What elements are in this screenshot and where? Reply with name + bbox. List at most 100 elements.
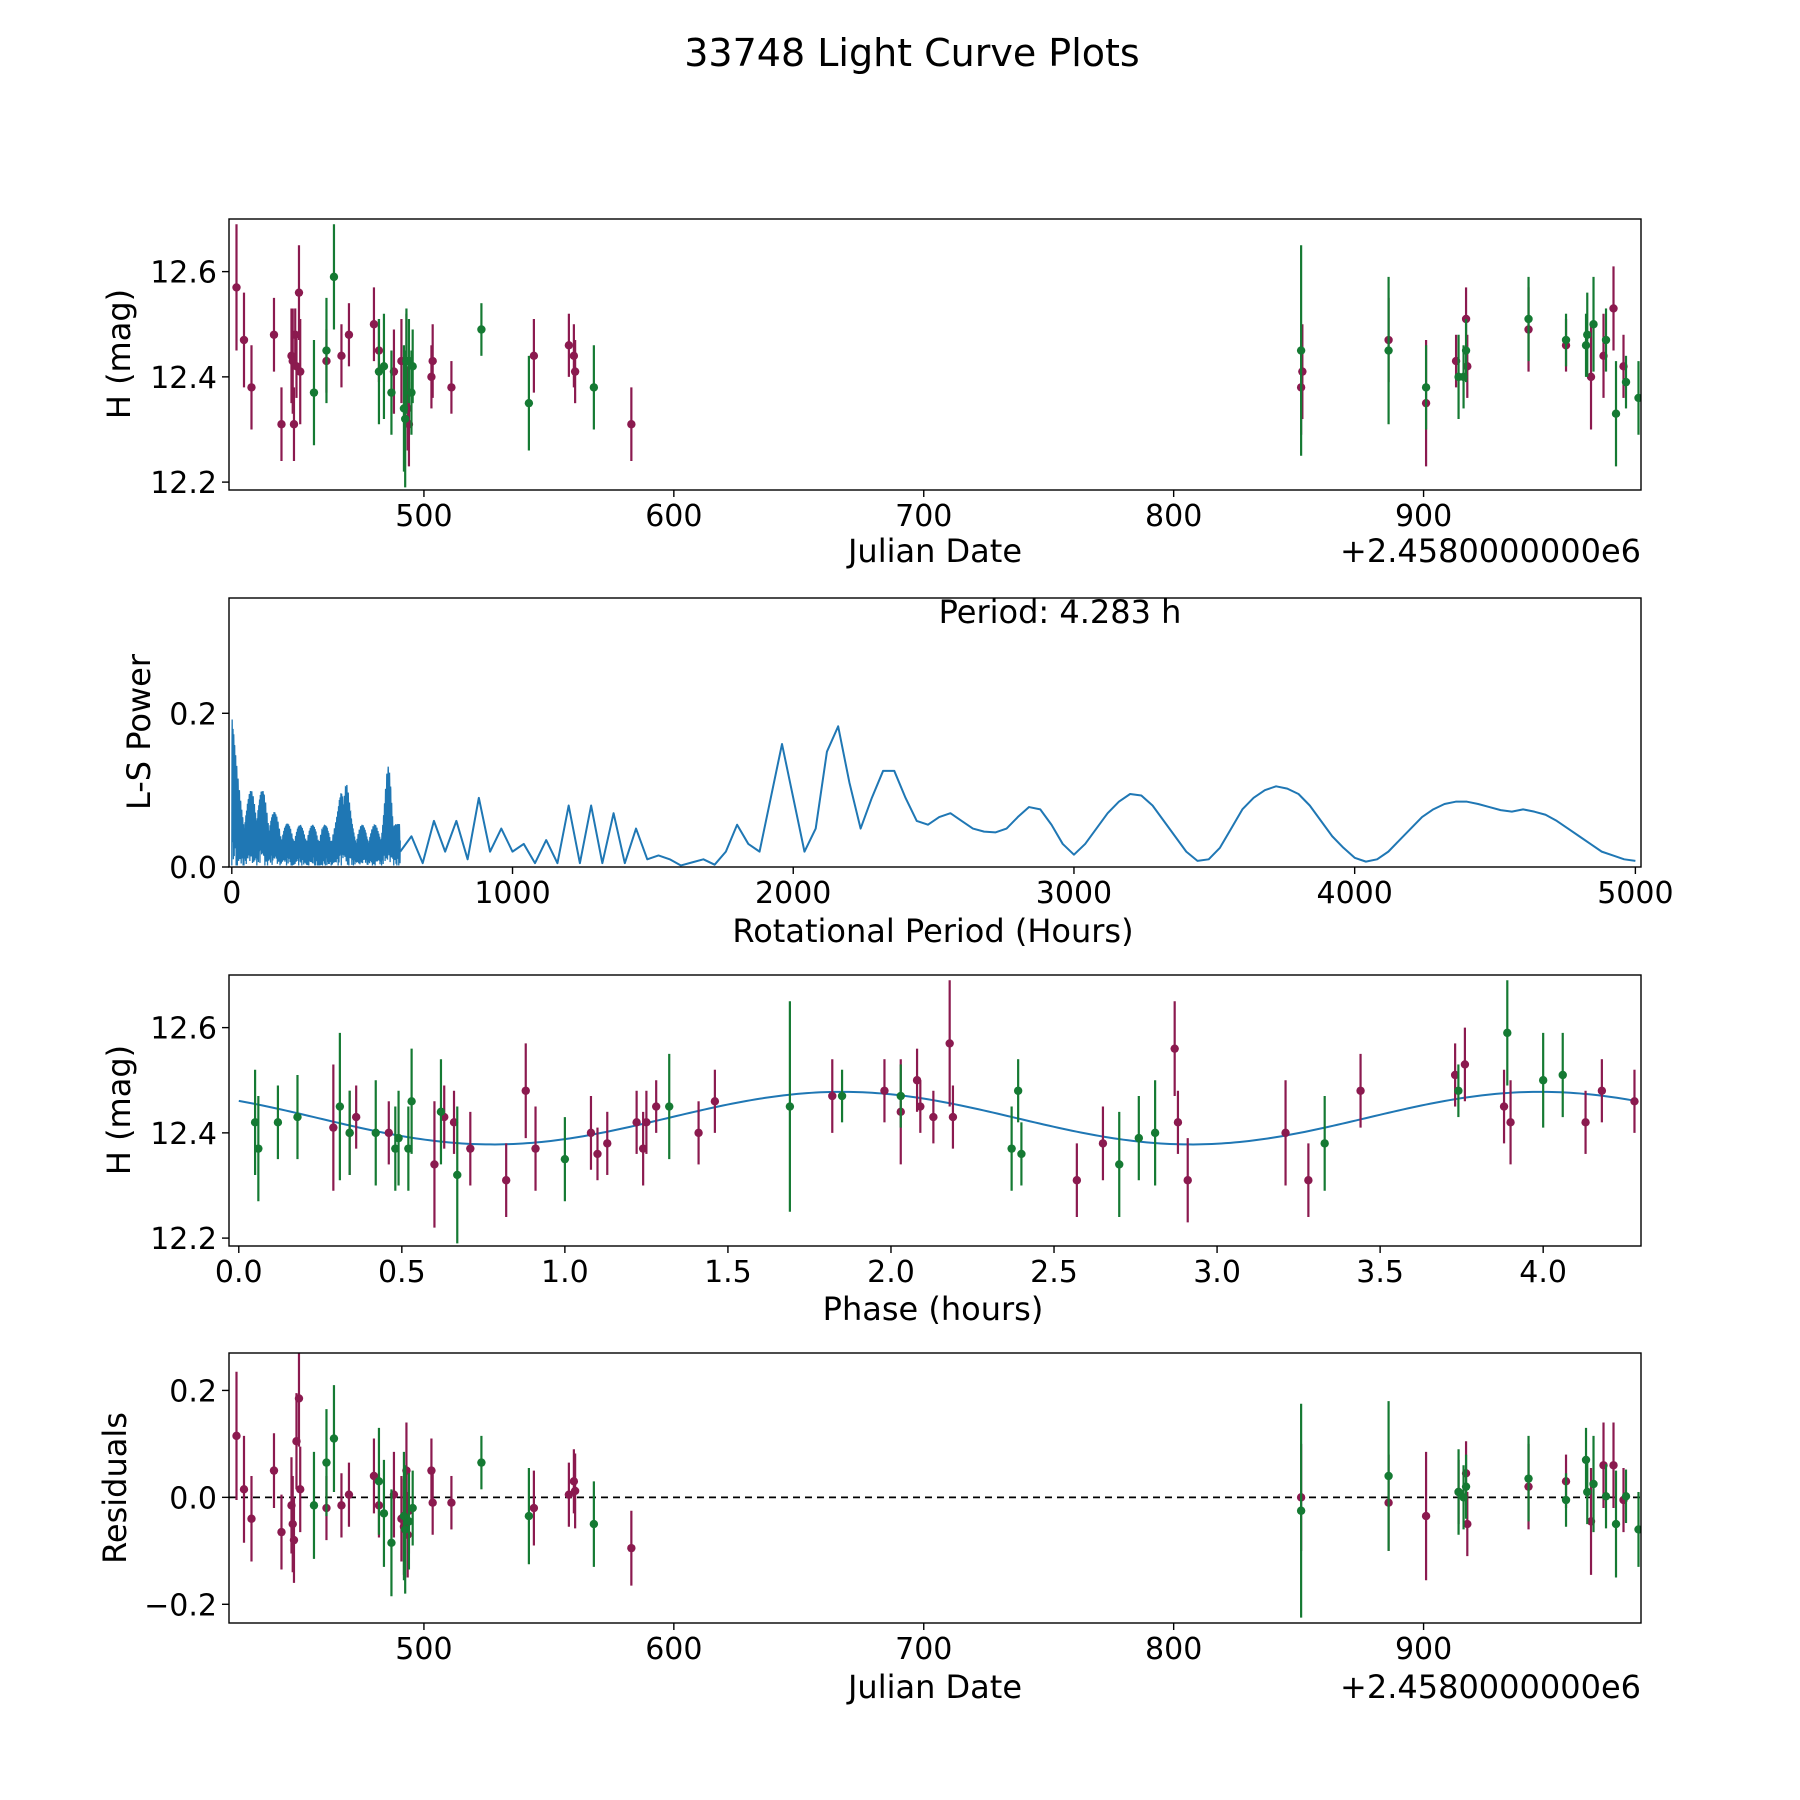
phased-curve-marks <box>238 980 1639 1244</box>
residuals-marks <box>229 1353 1641 1618</box>
band1-point <box>277 420 286 429</box>
x-tick-label: 0.0 <box>215 1255 263 1290</box>
band2-point <box>391 1144 400 1153</box>
light-curve-ticks: 500 600 700 800 900 12.2 12.4 12.6 <box>150 256 1452 534</box>
model-curve <box>238 1090 1636 1146</box>
phased-curve-frame <box>228 974 1642 1247</box>
x-tick-label: 5000 <box>1597 876 1673 911</box>
band2-point <box>1115 1160 1124 1169</box>
band1-point <box>828 1091 837 1101</box>
band2-point <box>785 1102 795 1111</box>
band1-point <box>929 1112 938 1122</box>
band2-point <box>896 1091 905 1101</box>
band2-point <box>1296 346 1306 355</box>
band1-point <box>294 288 304 297</box>
band1-point <box>1170 1044 1179 1053</box>
band1-point <box>247 1514 256 1523</box>
band2-point <box>1581 341 1591 350</box>
band2-point <box>273 1118 283 1127</box>
band2-point <box>1320 1139 1329 1148</box>
periodogram-panel: 0 1000 2000 3000 4000 5000 0.0 0.2 Period: 4.28… <box>120 593 1674 950</box>
y-tick-label: 0.2 <box>169 1374 217 1409</box>
band1-point <box>369 320 379 329</box>
band1-point <box>912 1076 922 1085</box>
band2-point <box>1134 1133 1144 1143</box>
y-tick-label: 12.2 <box>150 1222 217 1257</box>
band1-point <box>569 351 579 361</box>
band1-point <box>569 1477 579 1486</box>
figure-title: 33748 Light Curve Plots <box>684 31 1139 75</box>
band2-point <box>1611 409 1621 418</box>
band1-point <box>945 1039 954 1048</box>
band1-point <box>880 1086 889 1095</box>
band2-point <box>1561 335 1571 345</box>
band1-point <box>638 1144 648 1153</box>
band2-point <box>453 1170 462 1180</box>
band1-point <box>344 330 354 339</box>
band2-point <box>1296 1506 1306 1515</box>
band2-point <box>309 1501 319 1510</box>
band2-point <box>524 1511 534 1521</box>
band2-point <box>589 1519 599 1529</box>
band2-point <box>560 1154 570 1164</box>
band2-point <box>1150 1128 1160 1138</box>
band1-point <box>1499 1102 1509 1111</box>
band1-point <box>632 1118 641 1127</box>
residuals-ylabel: Residuals <box>96 1412 134 1564</box>
band1-point <box>642 1118 651 1127</box>
x-tick-label: 1.0 <box>541 1255 589 1290</box>
band2-point <box>1558 1070 1567 1080</box>
band1-point <box>948 1112 958 1122</box>
band1-point <box>694 1128 703 1138</box>
light-curve-frame <box>228 218 1642 491</box>
y-tick-label: 12.6 <box>150 1012 217 1047</box>
band2-point <box>1611 1519 1621 1529</box>
residuals-panel: 500 600 700 800 900 −0.2 0.0 0.2 Julian Date +2… <box>96 1352 1642 1706</box>
x-tick-label: 700 <box>895 1632 952 1667</box>
band2-point <box>1589 320 1598 329</box>
band2-point <box>387 388 396 397</box>
phased-curve-ylabel: H (mag) <box>100 1045 138 1175</box>
band2-point <box>408 362 417 371</box>
x-tick-label: 0.5 <box>378 1255 426 1290</box>
band1-point <box>1609 1461 1618 1470</box>
band1-point <box>1460 1060 1470 1069</box>
band2-point <box>407 1097 416 1106</box>
band1-point <box>1173 1118 1183 1127</box>
band1-point <box>269 330 279 339</box>
band1-point <box>337 1501 346 1510</box>
band2-point <box>837 1091 847 1101</box>
band1-point <box>564 341 574 350</box>
band1-point <box>603 1139 612 1148</box>
band1-point <box>1298 367 1307 376</box>
band1-point <box>337 351 346 361</box>
band2-point <box>329 272 339 282</box>
band2-point <box>1461 1482 1471 1491</box>
x-tick-label: 900 <box>1395 499 1452 534</box>
band2-point <box>374 1477 384 1486</box>
x-tick-label: 2.0 <box>867 1255 915 1290</box>
band2-point <box>407 388 416 397</box>
band1-point <box>1506 1118 1515 1127</box>
light-curve-marks <box>232 224 1641 488</box>
phased-curve-ticks: 0.0 0.5 1.0 1.5 2.0 2.5 3.0 3.5 4.0 12.2 12.4 12.6 <box>150 1012 1567 1290</box>
light-curve-ylabel: H (mag) <box>100 289 138 419</box>
band2-point <box>1384 1471 1393 1481</box>
x-tick-label: 0 <box>222 876 241 911</box>
band2-point <box>374 367 384 376</box>
band1-point <box>294 1394 304 1403</box>
band2-point <box>436 1107 446 1117</box>
x-tick-label: 2000 <box>755 876 831 911</box>
band1-point <box>916 1102 925 1111</box>
band1-point <box>344 1490 354 1499</box>
band1-point <box>1581 1118 1590 1127</box>
band1-point <box>651 1102 661 1111</box>
band1-point <box>232 283 241 292</box>
band1-point <box>351 1112 361 1122</box>
band1-point <box>427 1466 436 1475</box>
band2-point <box>665 1102 674 1111</box>
band1-point <box>296 367 305 376</box>
y-tick-label: 0.2 <box>169 697 217 732</box>
band2-point <box>1524 1474 1533 1483</box>
x-tick-label: 700 <box>895 499 952 534</box>
